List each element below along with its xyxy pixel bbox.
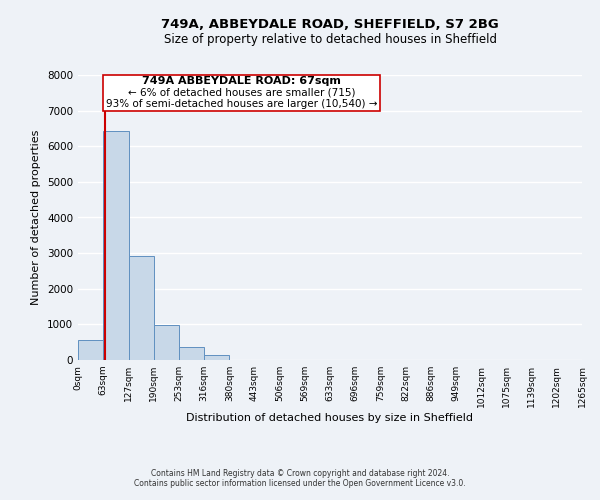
FancyBboxPatch shape: [103, 75, 380, 110]
Text: 749A, ABBEYDALE ROAD, SHEFFIELD, S7 2BG: 749A, ABBEYDALE ROAD, SHEFFIELD, S7 2BG: [161, 18, 499, 30]
Y-axis label: Number of detached properties: Number of detached properties: [31, 130, 41, 305]
Text: Contains public sector information licensed under the Open Government Licence v3: Contains public sector information licen…: [134, 478, 466, 488]
Bar: [78, 340, 103, 360]
Bar: [128, 256, 154, 360]
Text: 749A ABBEYDALE ROAD: 67sqm: 749A ABBEYDALE ROAD: 67sqm: [142, 76, 341, 86]
Bar: [154, 326, 179, 360]
Bar: [103, 131, 128, 360]
Text: 93% of semi-detached houses are larger (10,540) →: 93% of semi-detached houses are larger (…: [106, 99, 377, 109]
Text: ← 6% of detached houses are smaller (715): ← 6% of detached houses are smaller (715…: [128, 87, 356, 97]
Text: Contains HM Land Registry data © Crown copyright and database right 2024.: Contains HM Land Registry data © Crown c…: [151, 468, 449, 477]
Bar: [179, 347, 204, 360]
Text: Size of property relative to detached houses in Sheffield: Size of property relative to detached ho…: [163, 32, 497, 46]
X-axis label: Distribution of detached houses by size in Sheffield: Distribution of detached houses by size …: [187, 412, 473, 422]
Bar: [204, 354, 229, 360]
